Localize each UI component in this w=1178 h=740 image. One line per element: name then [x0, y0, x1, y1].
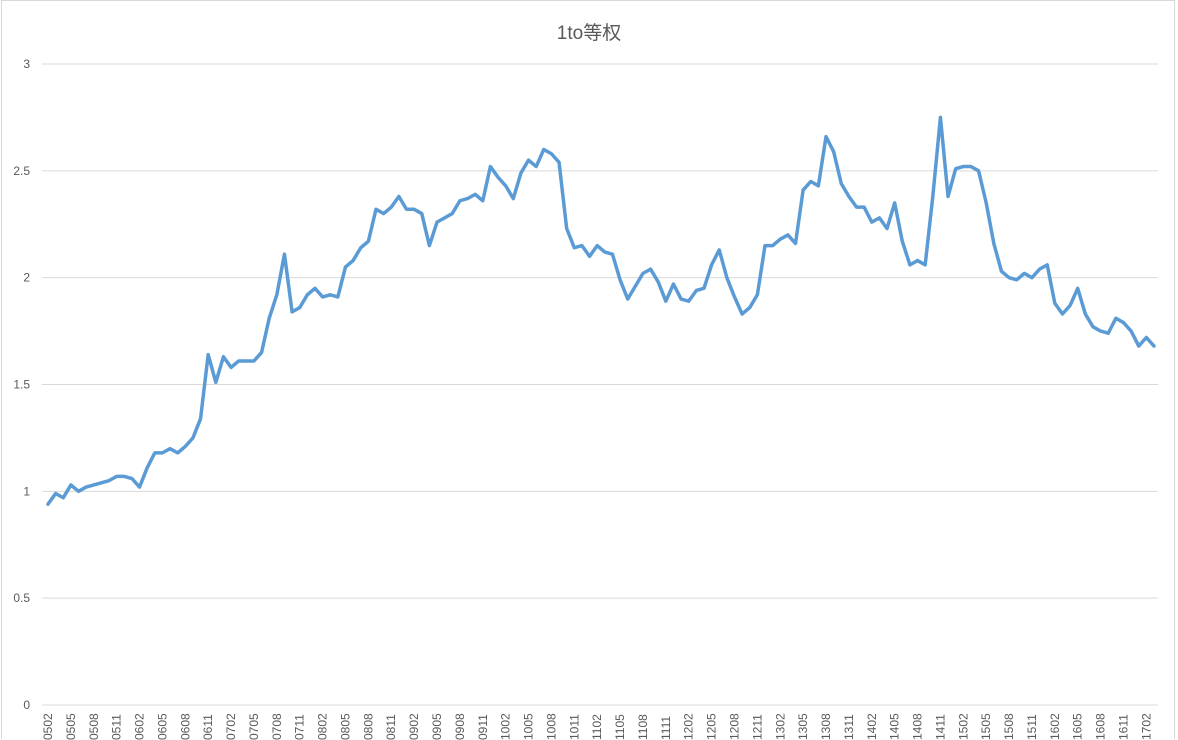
- series-layer: [46, 115, 1156, 506]
- x-tick-label: 0705: [247, 713, 261, 740]
- x-tick-label: 0802: [316, 713, 330, 740]
- x-tick-label: 1611: [1116, 714, 1130, 740]
- x-tick-label: 1502: [956, 713, 970, 740]
- y-tick-label: 3: [23, 57, 30, 71]
- x-tick-label: 1405: [888, 713, 902, 740]
- x-tick-label: 1005: [522, 713, 536, 740]
- x-tick-label: 0502: [41, 713, 55, 740]
- x-tick-label: 1105: [613, 714, 627, 740]
- x-tick-label: 1011: [567, 714, 581, 740]
- x-tick-label: 0511: [110, 714, 124, 740]
- x-tick-label: 1102: [590, 714, 604, 740]
- y-tick-label: 2.5: [13, 164, 30, 178]
- x-tick-label: 1411: [933, 714, 947, 740]
- x-tick-label: 1208: [727, 713, 741, 740]
- series-line: [46, 115, 1156, 506]
- x-tick-label: 1511: [1025, 714, 1039, 740]
- x-tick-label: 1608: [1094, 713, 1108, 740]
- x-tick-label: 1508: [1002, 713, 1016, 740]
- x-tick-label: 0602: [133, 713, 147, 740]
- y-tick-label: 1: [23, 484, 30, 498]
- chart-title: 1to等权: [556, 23, 622, 44]
- x-tick-label: 0608: [178, 713, 192, 740]
- x-tick-label: 0711: [293, 714, 307, 740]
- x-tick-label: 0805: [338, 713, 352, 740]
- y-tick-label: 0.5: [13, 591, 30, 605]
- x-tick-label: 1308: [819, 713, 833, 740]
- x-tick-label: 0508: [87, 713, 101, 740]
- y-tick-label: 0: [23, 698, 30, 712]
- x-tick-label: 1111: [659, 716, 673, 740]
- y-tick-label: 2: [23, 271, 30, 285]
- x-tick-label: 1605: [1071, 713, 1085, 740]
- x-tick-label: 0908: [453, 713, 467, 740]
- x-tick-label: 1202: [682, 713, 696, 740]
- x-tick-label: 1402: [865, 713, 879, 740]
- x-tick-label: 0505: [64, 713, 78, 740]
- x-tick-label: 1008: [544, 713, 558, 740]
- x-tick-label: 0605: [155, 713, 169, 740]
- x-tick-label: 1408: [911, 713, 925, 740]
- x-axis-tick-labels: 0502 0505 0508 0511 0602 0605 0608 0611 0702 0705…: [41, 713, 1153, 740]
- x-tick-label: 1702: [1139, 713, 1153, 740]
- x-tick-label: 0611: [201, 714, 215, 740]
- x-tick-label: 1205: [705, 713, 719, 740]
- x-tick-label: 1108: [636, 714, 650, 740]
- x-tick-label: 0702: [224, 713, 238, 740]
- x-tick-label: 0811: [384, 714, 398, 740]
- x-tick-label: 1211: [750, 714, 764, 740]
- x-tick-label: 1602: [1048, 713, 1062, 740]
- x-tick-label: 0911: [476, 714, 490, 740]
- x-tick-label: 0905: [430, 713, 444, 740]
- x-tick-label: 1302: [773, 713, 787, 740]
- x-tick-label: 1311: [842, 714, 856, 740]
- gridlines: [42, 63, 1158, 706]
- x-tick-label: 1002: [499, 713, 513, 740]
- x-tick-label: 0808: [361, 713, 375, 740]
- y-tick-label: 1.5: [13, 378, 30, 392]
- x-tick-label: 1505: [979, 713, 993, 740]
- x-tick-label: 0708: [270, 713, 284, 740]
- x-tick-label: 1305: [796, 713, 810, 740]
- y-axis-tick-labels: 0 0.5 1 1.5 2 2.5 3: [13, 57, 30, 712]
- x-tick-label: 0902: [407, 713, 421, 740]
